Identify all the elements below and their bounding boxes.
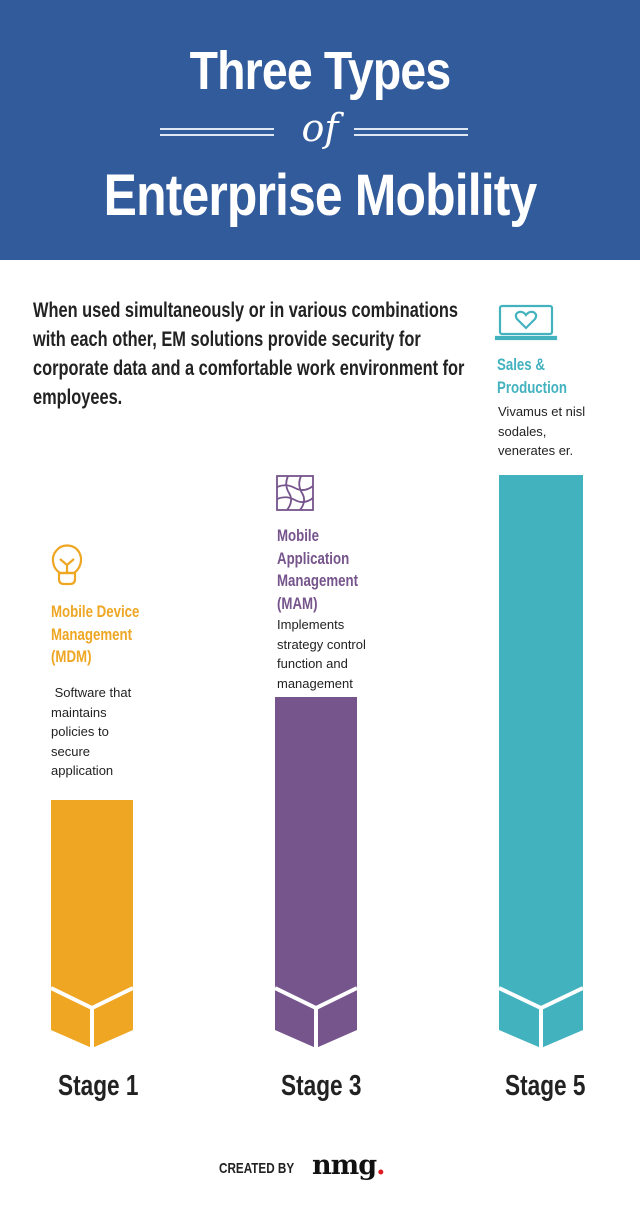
created-by-label: CREATED BY xyxy=(219,1160,295,1177)
bar-body xyxy=(51,800,133,1048)
bar-body xyxy=(275,697,357,1048)
title-line-1: Three Types xyxy=(189,41,452,101)
intro-text: When used simultaneously or in various c… xyxy=(33,299,465,409)
mdm-title: Mobile Device Management (MDM) xyxy=(51,602,140,666)
stage-1-label: Stage 1 xyxy=(58,1070,139,1102)
title-line-2: Enterprise Mobility xyxy=(103,163,538,228)
bar-body xyxy=(499,475,583,1048)
sales-production-description: Vivamus et nisl sodales, venerates er. xyxy=(498,404,586,458)
cube-edge-lines xyxy=(275,986,358,1050)
lightbulb-icon xyxy=(51,544,83,586)
stage-5-bar xyxy=(499,475,584,1050)
sales-production-title: Sales & Production xyxy=(497,355,567,397)
divider-left xyxy=(160,128,274,136)
title-connector: of xyxy=(301,106,339,150)
stage-1-bar xyxy=(51,800,134,1050)
laptop-heart-icon xyxy=(494,304,558,341)
cube-edge-lines xyxy=(499,986,584,1050)
nmg-logo: nmg. xyxy=(312,1150,386,1181)
mdm-description: Software that maintains policies to secure a… xyxy=(51,685,132,778)
divider-right xyxy=(354,128,468,136)
cube-edge-lines xyxy=(51,986,134,1050)
mam-description: Implements strategy control function and ma… xyxy=(277,617,366,691)
stage-3-label: Stage 3 xyxy=(281,1070,362,1102)
mam-title: Mobile Application Management (MAM) xyxy=(277,526,359,613)
stage-5-label: Stage 5 xyxy=(505,1070,586,1102)
header-banner: Three Types of Enterprise Mobility xyxy=(0,0,640,260)
grid-network-icon xyxy=(276,475,314,511)
stage-3-bar xyxy=(275,697,358,1050)
